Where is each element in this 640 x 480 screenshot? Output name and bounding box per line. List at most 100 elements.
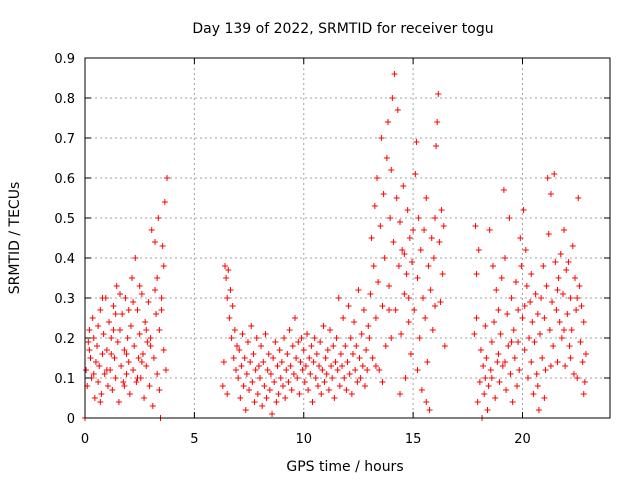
data-point xyxy=(437,299,444,305)
data-point xyxy=(579,359,586,365)
data-point xyxy=(335,295,342,301)
data-point xyxy=(96,363,103,369)
data-point xyxy=(544,175,551,181)
data-point xyxy=(574,375,581,381)
data-point xyxy=(259,403,266,409)
data-point xyxy=(497,331,504,337)
data-point xyxy=(282,395,289,401)
data-point xyxy=(528,359,535,365)
data-point xyxy=(142,319,149,325)
data-point xyxy=(110,327,117,333)
data-point xyxy=(85,339,92,345)
data-point xyxy=(306,355,313,361)
data-point xyxy=(92,359,99,365)
data-point xyxy=(526,335,533,341)
data-point xyxy=(485,383,492,389)
data-point xyxy=(529,319,536,325)
data-point xyxy=(300,347,307,353)
y-tick-label: 0.2 xyxy=(54,332,75,347)
data-point xyxy=(519,315,526,321)
data-point xyxy=(394,107,401,113)
data-point xyxy=(126,391,133,397)
data-point xyxy=(123,351,130,357)
data-point xyxy=(508,339,515,345)
data-point xyxy=(417,247,424,253)
x-tick-label: 15 xyxy=(405,432,422,447)
data-point xyxy=(269,411,276,417)
data-point xyxy=(516,367,523,373)
data-point xyxy=(108,351,115,357)
data-point xyxy=(541,395,548,401)
data-point xyxy=(224,295,231,301)
data-point xyxy=(320,323,327,329)
data-point xyxy=(538,295,545,301)
data-point xyxy=(257,375,263,381)
data-point xyxy=(86,347,93,353)
data-point xyxy=(134,375,141,381)
data-point xyxy=(266,387,273,393)
data-point xyxy=(265,351,272,357)
data-point xyxy=(547,363,554,369)
data-point xyxy=(400,183,407,189)
data-point xyxy=(158,307,165,313)
data-point xyxy=(129,275,136,281)
data-point xyxy=(564,311,571,317)
data-point xyxy=(332,359,339,365)
data-point xyxy=(87,355,94,361)
data-point xyxy=(110,303,117,309)
data-point xyxy=(426,407,433,413)
data-point xyxy=(313,351,320,357)
data-point xyxy=(389,95,396,101)
data-point xyxy=(432,303,438,309)
data-point xyxy=(294,375,301,381)
data-point xyxy=(328,363,335,369)
data-point xyxy=(355,287,362,293)
data-point xyxy=(297,359,304,365)
data-point xyxy=(352,367,359,373)
data-point xyxy=(582,351,589,357)
data-point xyxy=(301,379,308,385)
data-point xyxy=(277,375,284,381)
data-point xyxy=(330,343,337,349)
data-point xyxy=(573,307,580,313)
data-point xyxy=(381,255,388,261)
data-point xyxy=(527,299,534,305)
data-point xyxy=(386,283,393,289)
data-point xyxy=(554,359,561,365)
data-point xyxy=(272,339,279,345)
data-point xyxy=(270,355,277,361)
data-point xyxy=(246,387,253,393)
data-point xyxy=(539,355,546,361)
data-point xyxy=(388,167,395,173)
data-point xyxy=(302,363,309,369)
data-point xyxy=(357,375,364,381)
data-point xyxy=(331,395,338,401)
data-point xyxy=(486,227,493,233)
data-point xyxy=(333,335,340,341)
data-point xyxy=(146,383,153,389)
y-tick-label: 0.6 xyxy=(54,172,75,187)
data-point xyxy=(558,335,565,341)
data-point xyxy=(244,339,251,345)
data-point xyxy=(473,315,480,321)
data-point xyxy=(253,335,260,341)
data-point xyxy=(317,339,324,345)
data-point xyxy=(134,307,141,313)
data-point xyxy=(160,347,167,353)
data-point xyxy=(376,367,383,373)
data-point xyxy=(439,271,446,277)
data-point xyxy=(572,275,578,281)
data-point xyxy=(267,371,274,377)
data-point xyxy=(487,367,494,373)
data-point xyxy=(242,407,249,413)
data-point xyxy=(502,255,508,261)
data-point xyxy=(482,375,489,381)
data-point xyxy=(235,375,242,381)
data-point xyxy=(238,363,245,369)
data-point xyxy=(95,379,102,385)
y-tick-label: 0.3 xyxy=(54,292,75,307)
data-point xyxy=(414,367,421,373)
data-point xyxy=(412,171,419,177)
y-tick-label: 0.5 xyxy=(54,212,75,227)
data-point xyxy=(432,215,438,221)
